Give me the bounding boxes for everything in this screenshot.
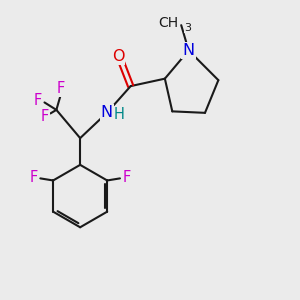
- Text: O: O: [112, 49, 124, 64]
- Text: CH: CH: [159, 16, 179, 30]
- Text: H: H: [114, 107, 125, 122]
- Text: F: F: [122, 170, 130, 185]
- Text: N: N: [101, 105, 113, 120]
- Text: N: N: [183, 43, 195, 58]
- Text: F: F: [57, 81, 65, 96]
- Text: F: F: [30, 170, 38, 185]
- Text: F: F: [34, 94, 42, 109]
- Text: F: F: [41, 109, 49, 124]
- Text: 3: 3: [184, 22, 191, 32]
